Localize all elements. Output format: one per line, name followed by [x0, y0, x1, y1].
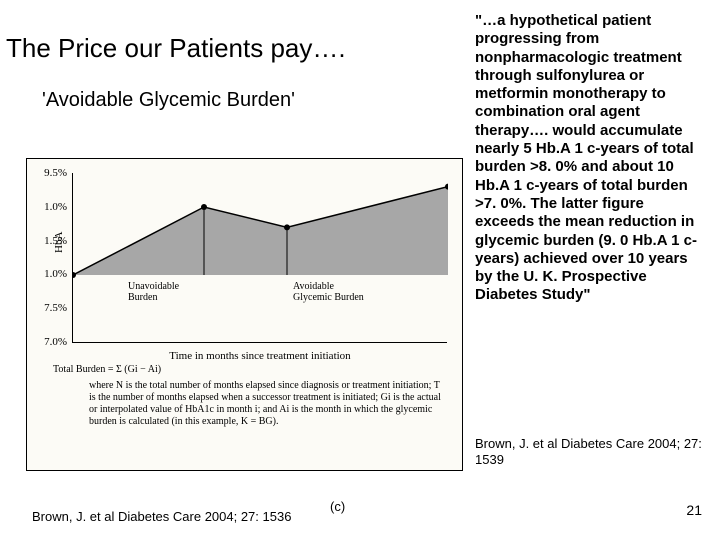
quote-block: "…a hypothetical patient progressing fro… [475, 12, 707, 305]
x-axis-label: Time in months since treatment initiatio… [73, 350, 447, 362]
citation-right: Brown, J. et al Diabetes Care 2004; 27: … [475, 436, 707, 469]
slide: The Price our Patients pay…. 'Avoidable … [0, 0, 720, 540]
quote-text: "…a hypothetical patient progressing fro… [475, 12, 707, 305]
y-axis-label: HbA [53, 232, 65, 253]
region-label-avoidable: AvoidableGlycemic Burden [293, 281, 364, 303]
slide-subtitle: 'Avoidable Glycemic Burden' [42, 89, 466, 112]
figure: 9.5% 1.0% 1.5% 1.0% 7.5% 7.0% HbA [26, 158, 463, 471]
title-block: The Price our Patients pay…. 'Avoidable … [6, 32, 466, 112]
figure-caption: Total Burden = Σ (Gi − Ai) where N is th… [53, 364, 448, 428]
avoidable-shade [73, 187, 448, 275]
slide-title: The Price our Patients pay…. [6, 32, 466, 65]
region-label-unavoidable: UnavoidableBurden [128, 281, 179, 303]
data-point [284, 224, 290, 230]
caption-body: where N is the total number of months el… [89, 380, 448, 428]
ytick-label: 7.5% [44, 302, 67, 314]
slide-number: 21 [686, 502, 702, 518]
caption-equation: Total Burden = Σ (Gi − Ai) [53, 364, 448, 376]
footer-copyright: (c) [330, 499, 345, 514]
ytick-label: 1.0% [44, 201, 67, 213]
chart-svg [73, 173, 448, 343]
ytick-label: 7.0% [44, 336, 67, 348]
ytick-label: 9.5% [44, 167, 67, 179]
ytick-label: 1.0% [44, 268, 67, 280]
footer-citation: Brown, J. et al Diabetes Care 2004; 27: … [32, 509, 291, 524]
chart: 9.5% 1.0% 1.5% 1.0% 7.5% 7.0% HbA [72, 173, 447, 343]
data-point [201, 204, 207, 210]
